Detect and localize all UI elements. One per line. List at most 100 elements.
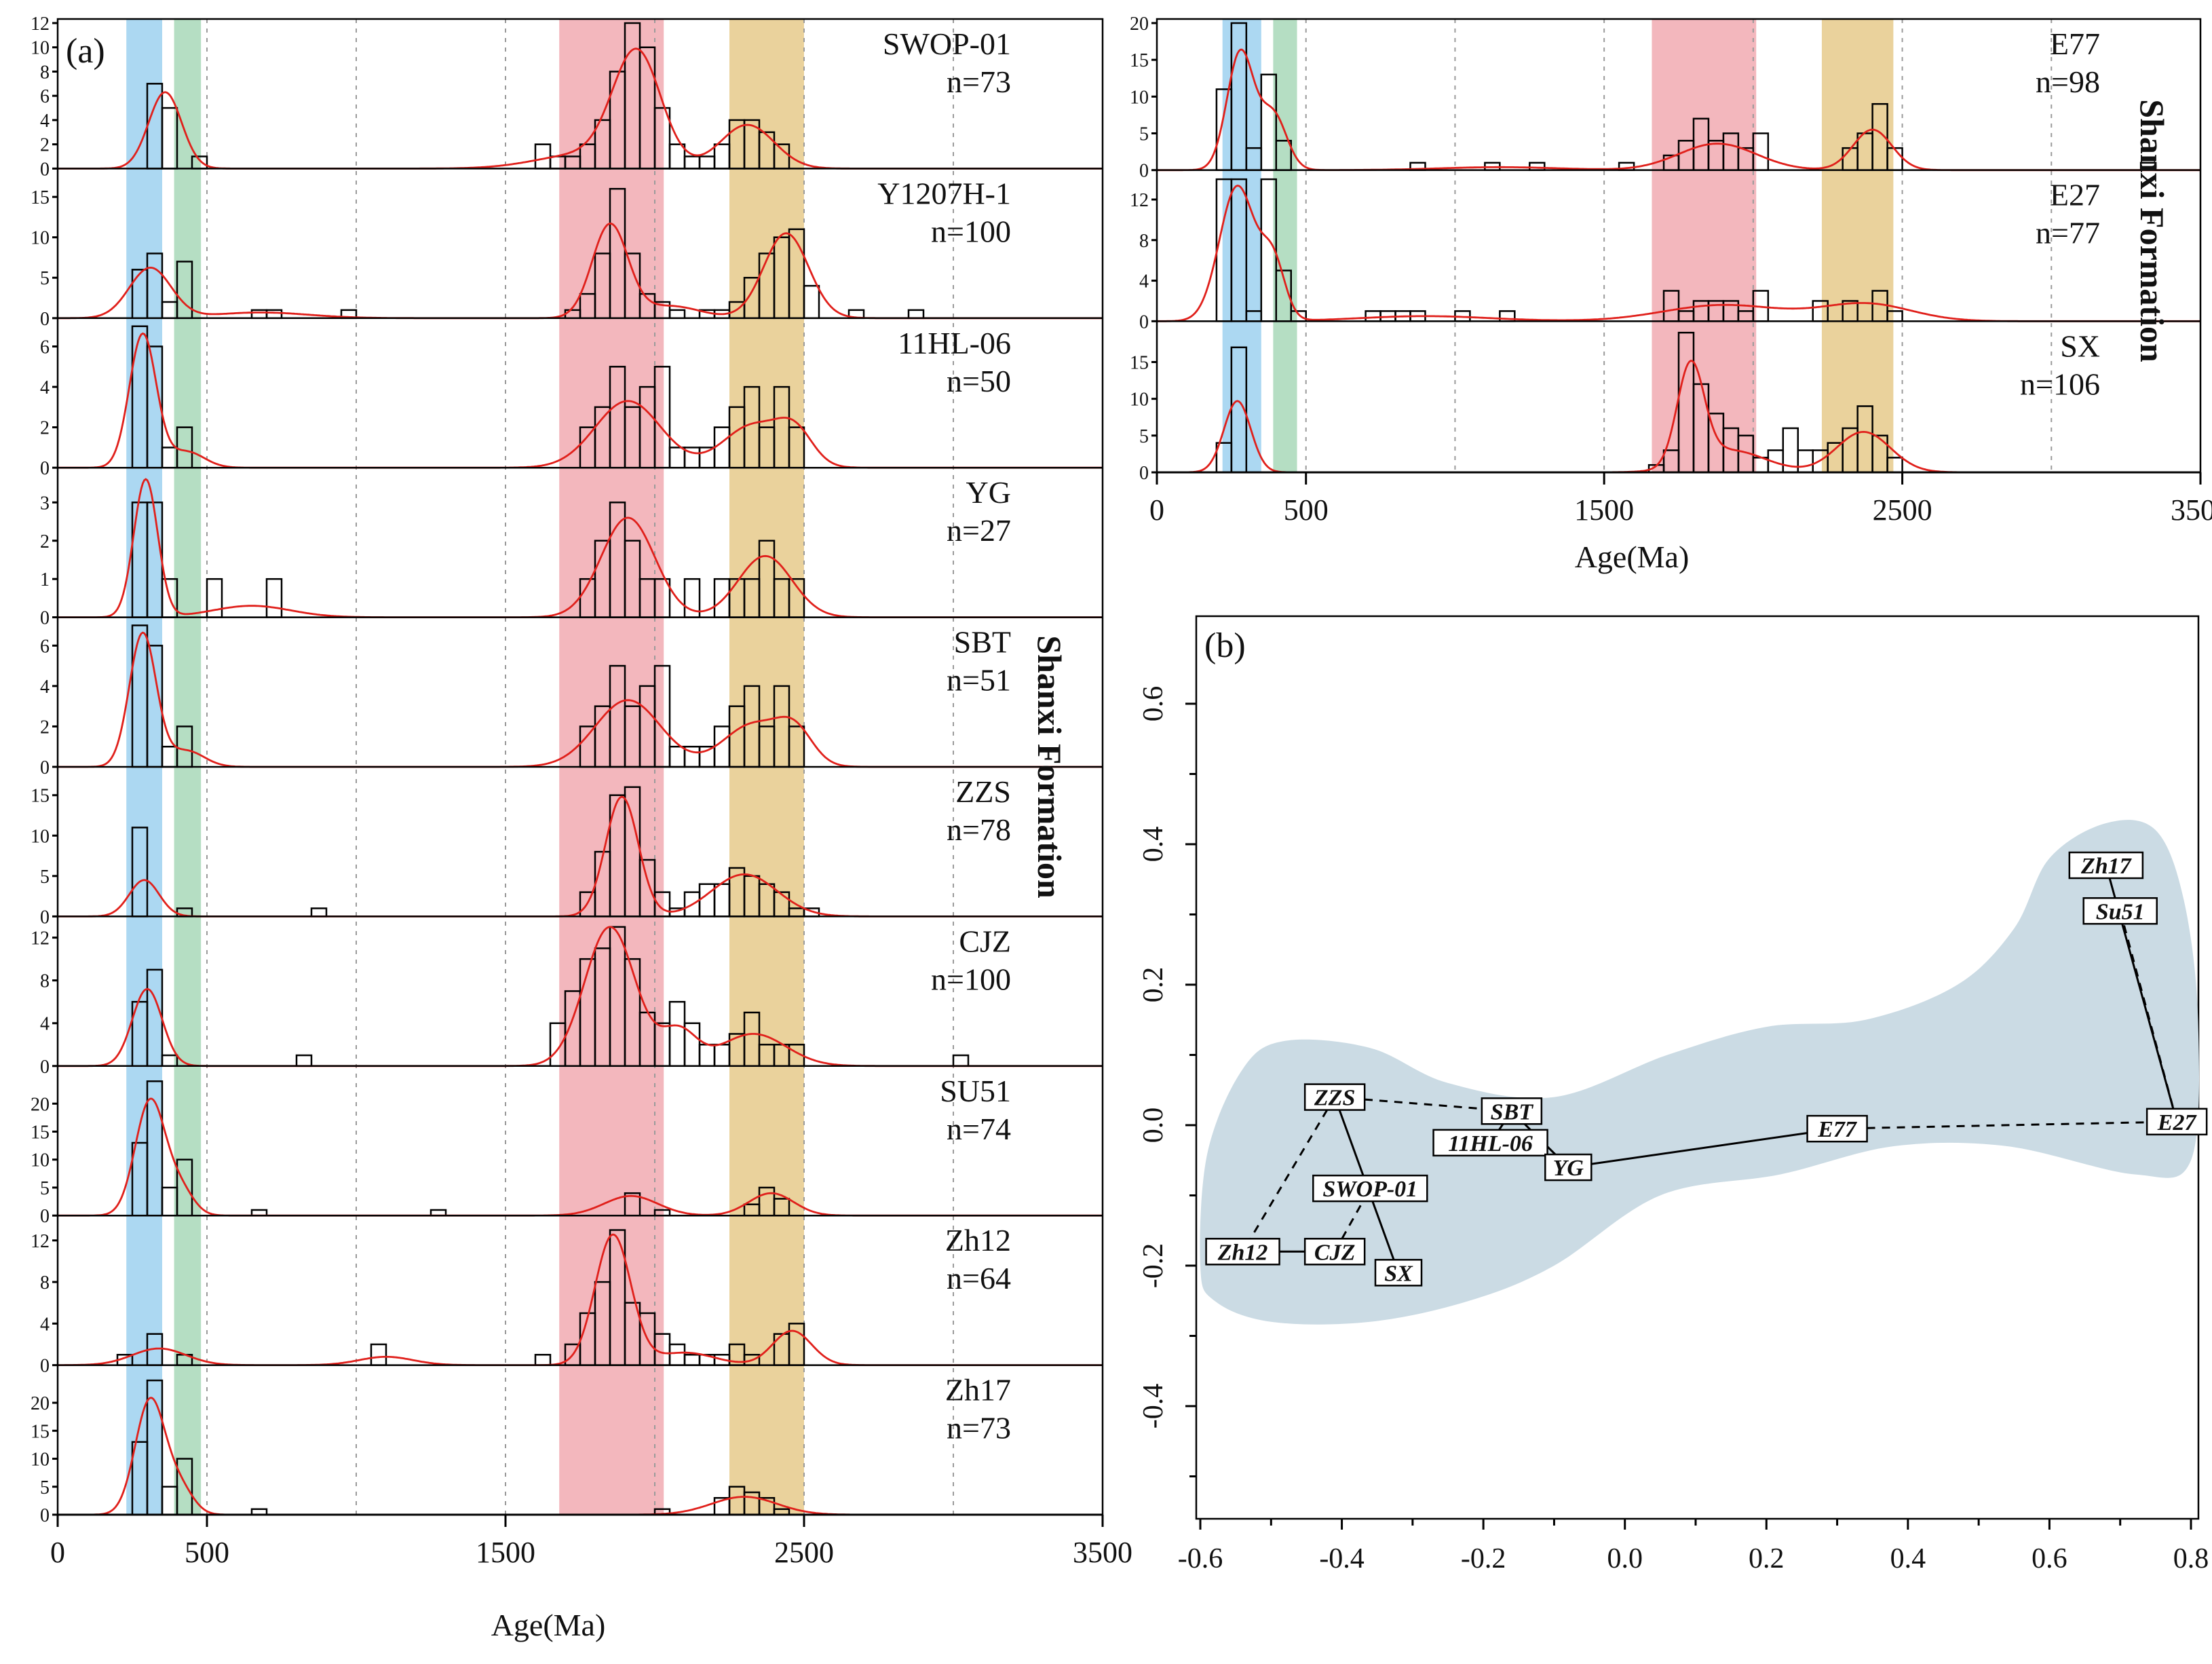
mds-point-Su51: Su51 [2082, 897, 2158, 925]
y-tick-label: 0.6 [1138, 686, 1169, 722]
sample-name-label: E77 [2050, 26, 2100, 61]
mds-point-box [2068, 851, 2144, 880]
mds-point-label: Zh17 [2080, 854, 2133, 879]
y-tick-label: 6 [40, 86, 50, 107]
mds-point-SWOP-01: SWOP-01 [1312, 1174, 1428, 1203]
y-tick-label: 2 [40, 717, 50, 738]
y-tick-label: 12 [31, 928, 50, 949]
sample-name-label: 11HL-06 [898, 326, 1011, 360]
x-tick-label: -0.6 [1178, 1543, 1223, 1574]
y-tick-label: 0 [40, 608, 50, 629]
y-tick-label: 5 [1139, 124, 1149, 145]
y-tick-label: 0 [1139, 463, 1149, 484]
x-tick-label: 0.0 [1607, 1543, 1643, 1574]
y-tick-label: 15 [31, 786, 50, 807]
mds-points: ZZS SBT 11HL-06 YG E77 E27 SWOP-01 Zh12 CJZ SX Zh1… [1205, 851, 2208, 1287]
x-tick-label: 1500 [1574, 493, 1634, 527]
sample-n-label: n=74 [947, 1112, 1011, 1146]
panel-a-label: (a) [66, 32, 105, 71]
mds-connection [1242, 1096, 1336, 1253]
y-tick-label: 0 [40, 1057, 50, 1078]
mds-point-box [1481, 1097, 1543, 1125]
x-tick-label: 0.6 [2032, 1543, 2067, 1574]
sample-name-label: SWOP-01 [883, 26, 1011, 61]
sample-n-label: n=73 [947, 1411, 1011, 1445]
mds-connection [1837, 1120, 2177, 1130]
y-tick-label: 0 [1139, 311, 1149, 333]
mds-point-CJZ: CJZ [1303, 1238, 1366, 1266]
sample-n-label: n=50 [947, 364, 1011, 398]
x-axis-label-right: Age(Ma) [1575, 540, 1690, 574]
mds-point-E77: E77 [1806, 1114, 1868, 1143]
x-tick-label: 2500 [1873, 493, 1932, 527]
y-tick-label: 10 [1130, 87, 1149, 108]
mds-point-Zh17: Zh17 [2068, 851, 2144, 880]
y-tick-label: 0.4 [1138, 827, 1169, 863]
mds-point-box [1205, 1238, 1280, 1266]
y-tick-label: 10 [31, 1150, 50, 1171]
y-tick-label: 2 [40, 418, 50, 439]
age-band-blue [1222, 19, 1261, 472]
x-tick-label: 3500 [1073, 1536, 1132, 1569]
sample-n-label: n=64 [947, 1261, 1011, 1296]
y-tick-label: 15 [31, 1421, 50, 1442]
mds-point-label: E77 [1817, 1117, 1858, 1142]
mds-point-label: E27 [2157, 1110, 2198, 1135]
y-tick-label: 10 [31, 1450, 50, 1471]
y-tick-label: 10 [31, 826, 50, 847]
sample-name-label: SX [2060, 328, 2100, 363]
age-band-green [1273, 19, 1297, 472]
y-tick-label: 5 [40, 1477, 50, 1498]
x-tick-label: 500 [185, 1536, 229, 1569]
mds-hull [1200, 820, 2200, 1325]
mds-point-box [1544, 1153, 1593, 1181]
sample-name-label: Y1207H-1 [877, 176, 1011, 210]
x-tick-label: 0 [50, 1536, 65, 1569]
sample-n-label: n=78 [947, 812, 1011, 847]
y-tick-label: 0 [40, 1206, 50, 1227]
sample-n-label: n=100 [931, 962, 1011, 996]
sample-name-label: Zh17 [945, 1373, 1011, 1407]
x-tick-label: 0 [1149, 493, 1164, 527]
y-tick-label: 4 [40, 1314, 50, 1335]
y-tick-label: 12 [1130, 190, 1149, 211]
y-tick-label: 12 [31, 14, 50, 35]
sample-n-label: n=73 [947, 64, 1011, 99]
sample-name-label: ZZS [955, 774, 1011, 809]
sample-n-label: n=77 [2036, 216, 2100, 250]
y-tick-label: 6 [40, 337, 50, 358]
sample-name-label: CJZ [959, 924, 1011, 958]
y-tick-label: 8 [40, 971, 50, 992]
y-tick-label: 5 [1139, 426, 1149, 447]
x-axis-label-a: Age(Ma) [491, 1608, 606, 1642]
mds-point-box [1303, 1238, 1366, 1266]
mds-point-label: YG [1553, 1156, 1584, 1181]
mds-point-ZZS: ZZS [1303, 1083, 1366, 1111]
y-tick-label: 20 [31, 1393, 50, 1414]
sample-name-label: Zh12 [945, 1223, 1011, 1258]
mds-point-label: Zh12 [1217, 1240, 1268, 1265]
sample-n-label: n=106 [2020, 366, 2100, 401]
sample-n-label: n=27 [947, 513, 1011, 548]
y-tick-label: 20 [31, 1094, 50, 1115]
age-band-red [1652, 19, 1757, 472]
mds-point-box [1303, 1083, 1366, 1111]
y-tick-label: 4 [1139, 271, 1149, 292]
y-tick-label: 0 [40, 309, 50, 330]
x-tick-label: 0.2 [1749, 1543, 1785, 1574]
mds-point-box [1432, 1129, 1548, 1157]
sample-name-label: SU51 [940, 1074, 1011, 1108]
mds-point-11HL-06: 11HL-06 [1432, 1129, 1548, 1157]
y-tick-label: 8 [40, 62, 50, 83]
y-tick-label: 1 [40, 569, 50, 590]
y-tick-label: 4 [40, 677, 50, 698]
y-tick-label: 15 [31, 1122, 50, 1143]
sample-n-label: n=100 [931, 214, 1011, 248]
panel-b: ZZS SBT 11HL-06 YG E77 E27 SWOP-01 Zh12 CJZ SX Zh1… [1138, 615, 2209, 1574]
y-tick-label: 10 [31, 38, 50, 59]
y-tick-label: 15 [31, 187, 50, 208]
